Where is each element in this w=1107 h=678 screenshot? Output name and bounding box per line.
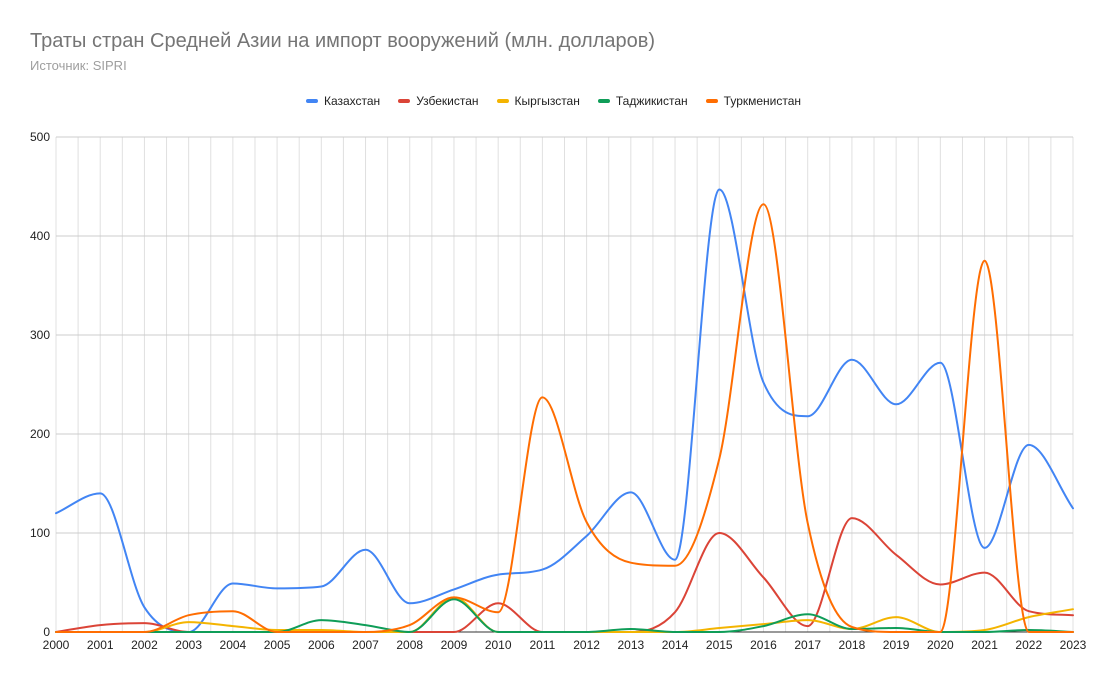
x-tick-label: 2017 [794,638,821,652]
legend-label: Узбекистан [416,94,479,108]
chart-legend: Казахстан Узбекистан Кыргызстан Таджикистан… [0,94,1107,108]
x-tick-label: 2014 [662,638,689,652]
x-tick-label: 2011 [529,638,555,652]
x-tick-label: 2019 [883,638,910,652]
legend-swatch [496,99,509,103]
series-line-0 [55,188,1074,633]
x-tick-label: 2005 [264,638,291,652]
x-tick-label: 2023 [1060,638,1087,652]
legend-swatch [305,99,318,103]
x-tick-label: 2007 [352,638,379,652]
legend-item: Узбекистан [398,94,479,108]
grid [55,136,1074,633]
x-tick-label: 2018 [839,638,866,652]
x-tick-label: 2022 [1015,638,1042,652]
x-tick-label: 2010 [485,638,512,652]
legend-swatch [705,99,718,103]
chart-subtitle: Источник: SIPRI [30,58,127,73]
x-tick-label: 2001 [87,638,114,652]
legend-label: Туркменистан [723,94,802,108]
x-tick-label: 2016 [750,638,777,652]
legend-swatch [398,99,411,103]
y-tick-label: 400 [30,229,50,243]
x-tick-label: 2012 [573,638,600,652]
legend-label: Казахстан [323,94,381,108]
x-tick-label: 2000 [43,638,70,652]
legend-item: Кыргызстан [496,94,580,108]
x-tick-label: 2004 [220,638,247,652]
x-tick-label: 2009 [441,638,468,652]
x-tick-label: 2003 [175,638,202,652]
y-tick-label: 100 [30,526,50,540]
x-tick-label: 2013 [617,638,644,652]
x-tick-label: 2006 [308,638,335,652]
x-tick-label: 2020 [927,638,954,652]
legend-item: Казахстан [305,94,381,108]
y-tick-label: 200 [30,427,50,441]
x-tick-label: 2008 [396,638,423,652]
x-tick-label: 2021 [971,638,998,652]
y-tick-label: 0 [43,625,50,639]
legend-item: Таджикистан [597,94,688,108]
y-tick-label: 500 [30,130,50,144]
chart-title: Траты стран Средней Азии на импорт воору… [30,30,656,52]
legend-label: Таджикистан [615,94,688,108]
x-tick-label: 2015 [706,638,733,652]
legend-label: Кыргызстан [514,94,580,108]
x-tick-label: 2002 [131,638,158,652]
series-line-3 [55,598,1074,634]
legend-item: Туркменистан [705,94,802,108]
y-tick-label: 300 [30,328,50,342]
legend-swatch [597,99,610,103]
